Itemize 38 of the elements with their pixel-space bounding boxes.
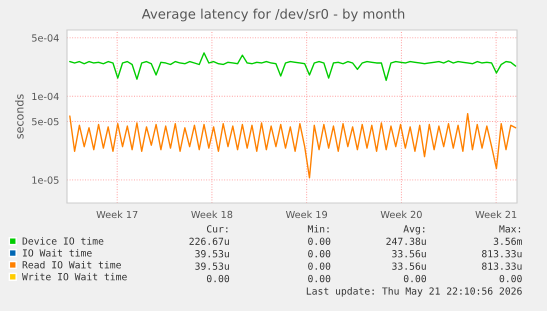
y-tick-label: 5e-05	[32, 118, 59, 126]
line-series	[69, 52, 516, 82]
y-tick-label: 5e-04	[32, 34, 59, 42]
text: 0.00	[308, 250, 330, 258]
text: 0.00	[404, 274, 426, 282]
text: 3.56m	[494, 238, 522, 245]
text: Last update: Thu May 21 22:10:56 2026	[306, 287, 522, 297]
chart-title: Average latency for /dev/sr0 - by month	[142, 8, 404, 22]
text: 226.67u	[189, 238, 229, 245]
x-tick-label: Week 17	[96, 210, 138, 218]
legend-label: Write IO Wait time	[22, 272, 127, 280]
text: 39.53u	[195, 250, 229, 258]
x-tick-label: Week 20	[380, 210, 422, 218]
text: 0.00	[308, 274, 330, 282]
text: Avg:	[403, 225, 424, 234]
text: 0.00	[206, 274, 230, 282]
text: 0.00	[500, 274, 522, 282]
y-tick-label: 1e-04	[32, 92, 59, 100]
text: 813.33u	[482, 262, 522, 270]
x-tick-label: Week 21	[475, 210, 516, 218]
text: 247.38u	[386, 238, 426, 245]
line-series	[69, 112, 516, 179]
x-tick-label: Week 19	[286, 210, 328, 218]
y-axis-title: seconds	[15, 94, 24, 139]
text: 33.56u	[392, 262, 426, 270]
text: 813.33u	[482, 250, 522, 258]
legend-label: IO Wait time	[22, 249, 92, 257]
y-tick-label: 1e-05	[32, 176, 59, 184]
text: 0.00	[308, 262, 330, 270]
text: Cur:	[206, 225, 228, 233]
text: 39.53u	[195, 262, 229, 270]
legend-label: Read IO Wait time	[22, 260, 121, 268]
text: Max:	[499, 225, 520, 233]
text: Min:	[308, 225, 329, 232]
legend-label: Device IO time	[22, 237, 104, 245]
x-tick-label: Week 18	[191, 210, 232, 218]
text: 0.00	[308, 238, 330, 245]
text: 33.56u	[392, 250, 426, 258]
